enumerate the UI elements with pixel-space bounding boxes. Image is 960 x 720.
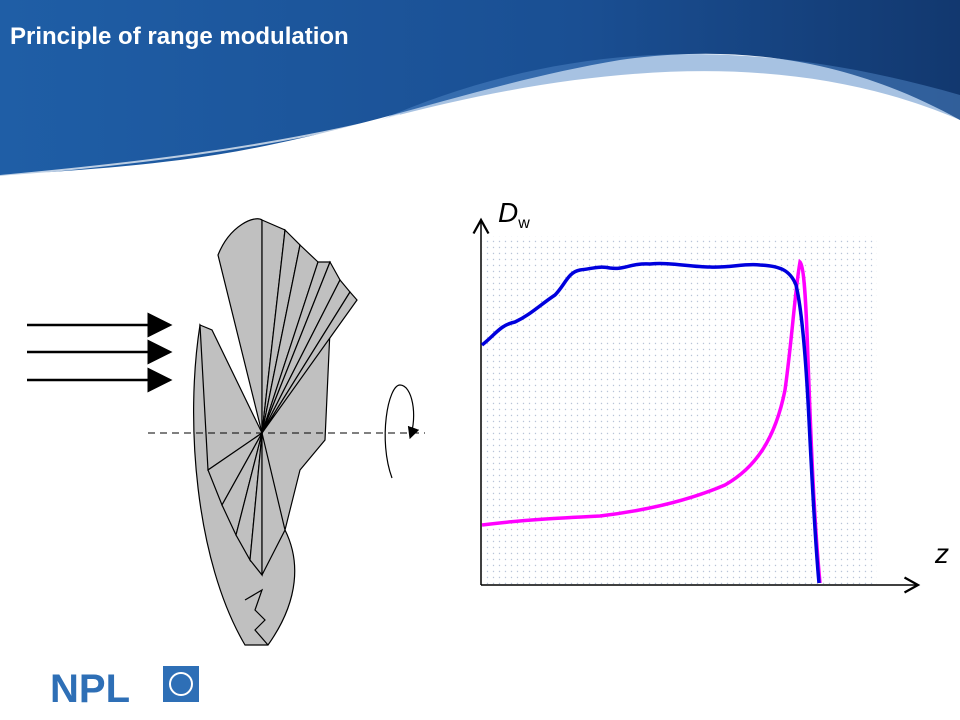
- rotation-arrow: [384, 384, 420, 479]
- logo: NPL: [50, 666, 199, 711]
- logo-crest: [163, 666, 199, 702]
- header: Principle of range modulation: [0, 0, 960, 177]
- steps: [244, 588, 269, 646]
- sobp-curve: [480, 261, 821, 584]
- beam-arrows: [27, 312, 173, 393]
- header-highlight: [0, 114, 401, 177]
- x-axis-label: z: [934, 538, 949, 569]
- logo-text: NPL: [50, 667, 130, 711]
- y-label-subscript: w: [517, 215, 530, 232]
- range-modulator: [193, 218, 358, 646]
- header-wave: [380, 54, 960, 120]
- blade: [261, 290, 358, 434]
- y-label: D: [498, 197, 518, 228]
- y-axis-label: Dw: [498, 197, 530, 232]
- graph: Dw z: [472, 197, 949, 594]
- title: Principle of range modulation: [10, 23, 349, 50]
- logo-crest-emblem: [169, 672, 193, 696]
- blade: [261, 432, 286, 576]
